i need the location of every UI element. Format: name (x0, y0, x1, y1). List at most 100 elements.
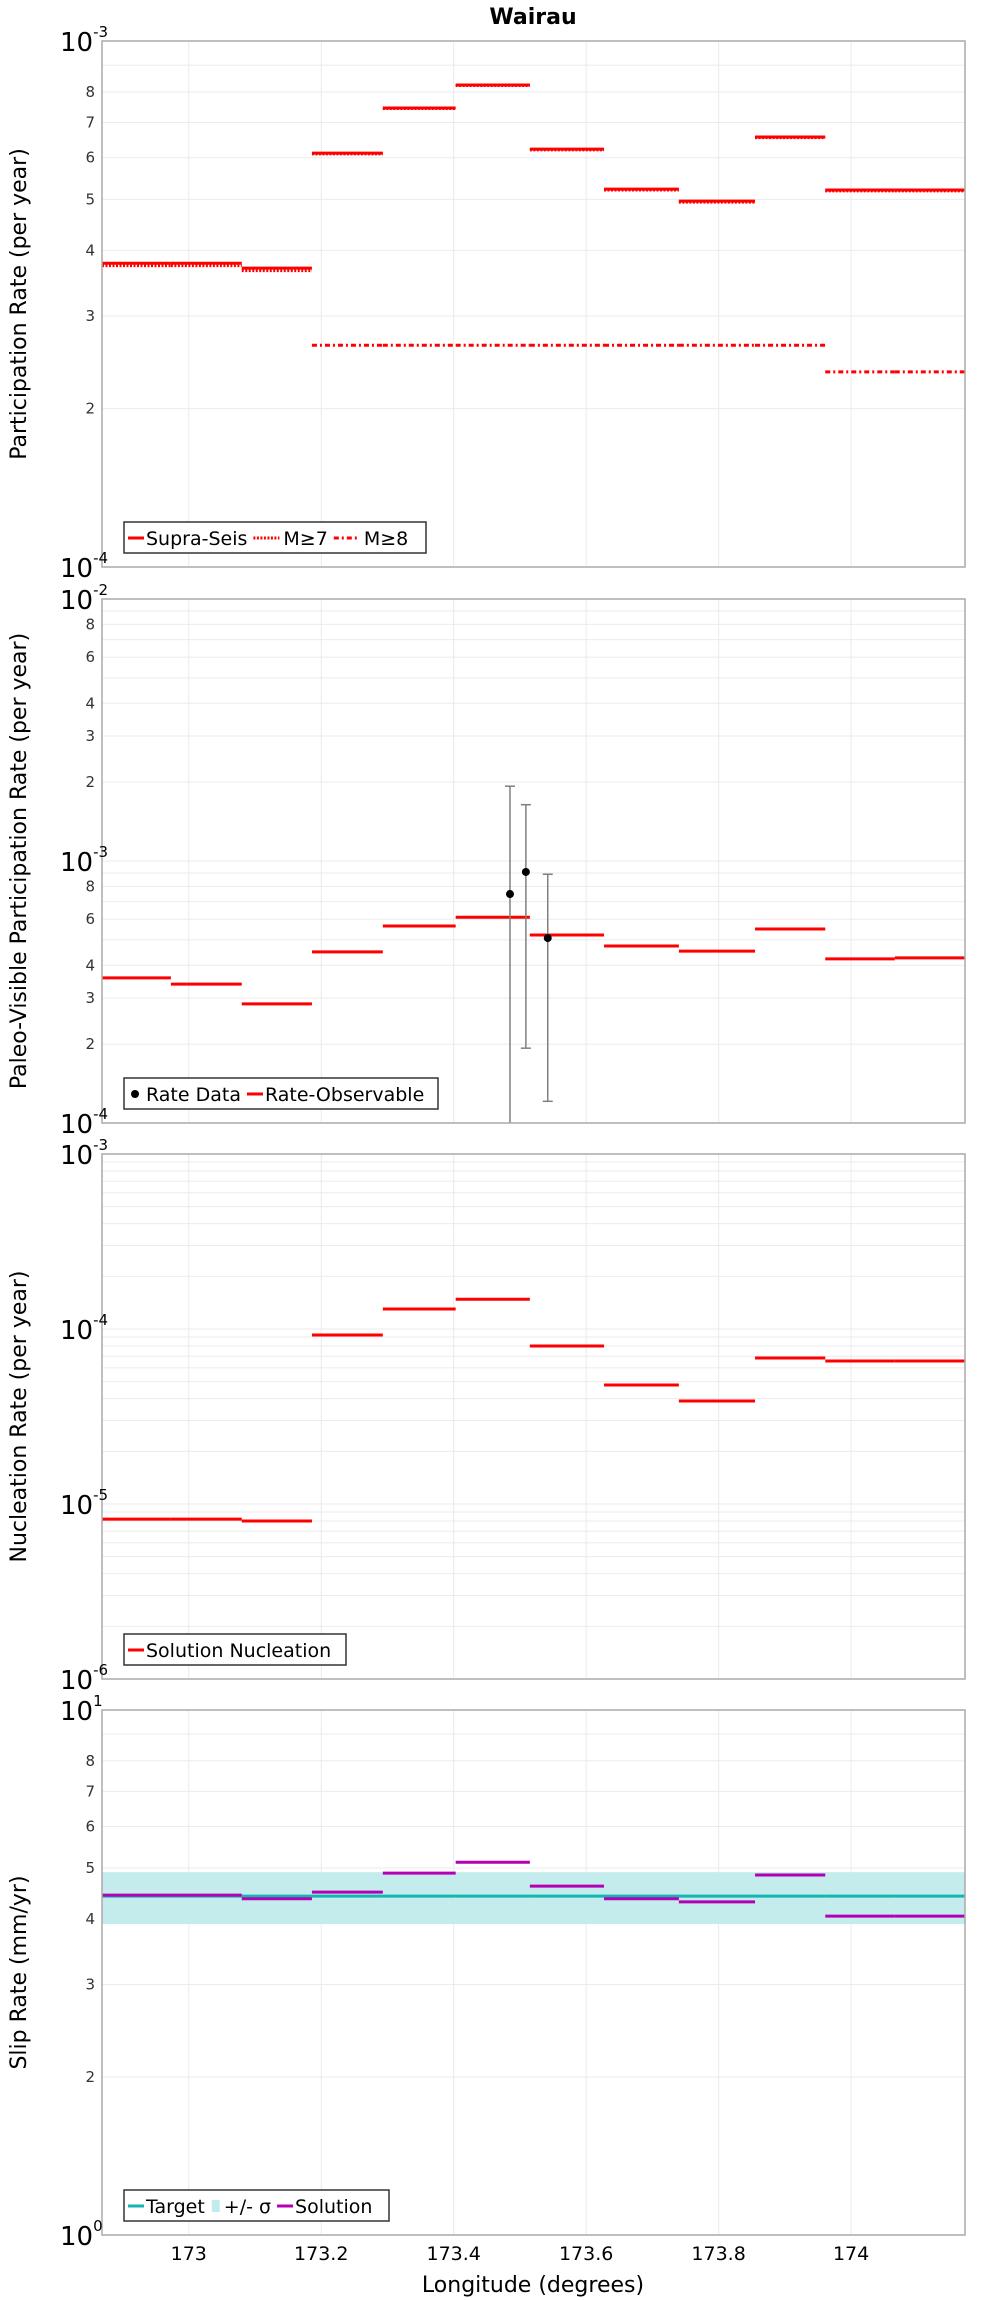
y-axis-title: Slip Rate (mm/yr) (7, 1875, 32, 2069)
y-tick-label-major: 10-3 (60, 23, 108, 58)
y-axis-title: Participation Rate (per year) (7, 148, 32, 460)
tick-exponent: -6 (93, 1661, 108, 1679)
tick-exponent: -4 (93, 1105, 108, 1123)
legend-label: Rate Data (146, 1084, 241, 1106)
y-tick-label: 7 (85, 1782, 95, 1800)
legend-label: Target (145, 2196, 205, 2218)
y-tick-label: 6 (85, 910, 95, 928)
legend: Supra-Seis M≥7 M≥8 (123, 521, 427, 554)
y-tick-label: 8 (85, 83, 95, 101)
legend-marker-point (131, 1090, 139, 1098)
legend-box (123, 1633, 347, 1666)
legend-label: Rate-Observable (265, 1084, 424, 1106)
y-tick-label-major: 10-6 (60, 1661, 108, 1696)
rate-data-points (504, 785, 553, 1123)
x-tick-label: 173.6 (559, 2243, 613, 2265)
legend-label: Solution (295, 2196, 372, 2218)
y-tick-label: 3 (85, 1976, 95, 1994)
tick-base: 10 (60, 1110, 93, 1140)
y-tick-label-major: 10-2 (60, 581, 108, 616)
y-tick-label: 3 (85, 989, 95, 1007)
tick-exponent: 1 (93, 1692, 103, 1710)
data-point (543, 934, 552, 943)
y-tick-label: 5 (85, 190, 95, 208)
legend-label: M≥7 (283, 528, 327, 550)
plot-frame (101, 1153, 966, 1680)
legend-marker-band (211, 2200, 220, 2212)
tick-base: 10 (60, 28, 93, 58)
y-tick-label-major: 10-4 (60, 549, 108, 584)
series-supra-seis (102, 83, 965, 270)
tick-base: 10 (60, 554, 93, 584)
y-tick-label: 3 (85, 727, 95, 745)
legend-box (123, 2189, 390, 2222)
tick-base: 10 (60, 848, 93, 878)
y-axis-title: Nucleation Rate (per year) (7, 1271, 32, 1563)
chart-title: Wairau (489, 5, 576, 30)
x-tick-label: 173.8 (691, 2243, 745, 2265)
plot-frame (101, 1709, 966, 2236)
x-tick-label: 174 (833, 2243, 869, 2265)
legend-label: Supra-Seis (146, 528, 247, 550)
y-tick-label: 7 (85, 113, 95, 131)
y-tick-label: 4 (85, 241, 95, 259)
y-axis-title: Paleo-Visible Participation Rate (per ye… (7, 633, 32, 1089)
y-tick-label-major: 10-3 (60, 843, 108, 878)
x-tick-label: 173 (171, 2243, 207, 2265)
x-tick-label: 173.2 (294, 2243, 348, 2265)
y-tick-label: 6 (85, 1817, 95, 1835)
x-tick-label: 173.4 (426, 2243, 480, 2265)
y-tick-label-major: 10-5 (60, 1486, 108, 1521)
tick-exponent: -3 (93, 1136, 108, 1154)
legend-box (123, 1077, 439, 1110)
plot-frame (101, 40, 966, 568)
y-tick-label: 8 (85, 615, 95, 633)
series-m-8 (311, 343, 965, 374)
legend-label: +/- σ (224, 2196, 271, 2218)
y-tick-label: 8 (85, 877, 95, 895)
y-tick-label: 2 (85, 2068, 95, 2086)
series-solution-nucleation (102, 1297, 965, 1523)
tick-exponent: -3 (93, 23, 108, 41)
y-tick-label: 8 (85, 1752, 95, 1770)
tick-exponent: -4 (93, 549, 108, 567)
y-tick-label: 3 (85, 307, 95, 325)
y-tick-label-major: 10-4 (60, 1311, 108, 1346)
series-solution (102, 1860, 965, 1918)
tick-exponent: -5 (93, 1486, 108, 1504)
y-tick-label-major: 101 (60, 1692, 103, 1727)
legend: Target +/- σ Solution (123, 2189, 390, 2222)
legend-label: M≥8 (364, 528, 408, 550)
tick-exponent: -3 (93, 843, 108, 861)
series-m-7 (102, 83, 965, 273)
y-tick-label-major: 10-4 (60, 1105, 108, 1140)
y-tick-label: 5 (85, 1859, 95, 1877)
y-tick-label: 4 (85, 1910, 95, 1928)
y-tick-label-major: 10-3 (60, 1136, 108, 1171)
tick-base: 10 (60, 586, 93, 616)
y-tick-label: 2 (85, 400, 95, 418)
tick-base: 10 (60, 1491, 93, 1521)
tick-exponent: -2 (93, 581, 108, 599)
y-tick-label: 2 (85, 773, 95, 791)
legend: Rate Data Rate-Observable (123, 1077, 439, 1110)
tick-base: 10 (60, 1697, 93, 1727)
legend-label: Solution Nucleation (146, 1640, 331, 1662)
tick-base: 10 (60, 1666, 93, 1696)
data-point (505, 890, 514, 899)
series-rate-observable (102, 915, 965, 1006)
tick-base: 10 (60, 1316, 93, 1346)
data-point (521, 867, 530, 876)
legend: Solution Nucleation (123, 1633, 347, 1666)
y-tick-label: 4 (85, 694, 95, 712)
tick-exponent: 0 (93, 2217, 103, 2235)
plot-frame (101, 598, 966, 1124)
y-tick-label: 4 (85, 956, 95, 974)
tick-base: 10 (60, 2222, 93, 2252)
y-tick-label-major: 100 (60, 2217, 103, 2252)
